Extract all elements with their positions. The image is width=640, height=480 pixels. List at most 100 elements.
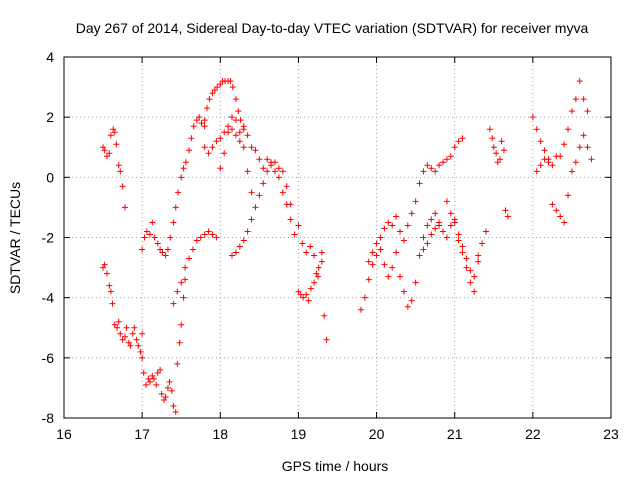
data-point <box>323 336 330 343</box>
data-point <box>436 162 443 169</box>
data-point <box>365 276 372 283</box>
data-point <box>256 156 263 163</box>
data-point <box>186 147 193 154</box>
data-point <box>106 282 113 289</box>
data-point <box>182 276 189 283</box>
data-point <box>381 225 388 232</box>
data-point <box>206 96 213 103</box>
data-point <box>240 144 247 151</box>
data-point <box>146 378 153 385</box>
data-point <box>584 108 591 115</box>
data-point <box>459 243 466 250</box>
data-point <box>235 108 242 115</box>
series-cluster-n <box>486 126 511 220</box>
data-point <box>225 123 232 130</box>
data-point <box>217 135 224 142</box>
data-point <box>149 219 156 226</box>
data-point <box>114 324 121 331</box>
data-point <box>137 348 144 355</box>
data-point <box>214 84 221 91</box>
data-point <box>123 324 130 331</box>
data-point <box>541 156 548 163</box>
data-point <box>204 105 211 112</box>
data-point <box>248 144 255 151</box>
data-point <box>157 246 164 253</box>
data-point <box>115 162 122 169</box>
data-point <box>252 147 259 154</box>
data-point <box>107 288 114 295</box>
data-point <box>236 138 243 145</box>
data-point <box>486 126 493 133</box>
data-point <box>361 294 368 301</box>
data-point <box>479 240 486 247</box>
data-point <box>533 168 540 175</box>
data-point <box>275 165 282 172</box>
data-point <box>307 285 314 292</box>
y-tick-label: -4 <box>42 290 55 306</box>
data-point <box>576 144 583 151</box>
data-point <box>428 216 435 223</box>
data-point <box>117 168 124 175</box>
data-point <box>103 153 110 160</box>
data-point <box>305 297 312 304</box>
data-point <box>404 222 411 229</box>
data-point <box>161 396 168 403</box>
data-point <box>287 201 294 208</box>
y-tick-label: 0 <box>46 169 54 185</box>
y-tick-label: 4 <box>46 49 54 65</box>
data-point <box>463 264 470 271</box>
series-cluster-a <box>100 126 128 211</box>
data-point <box>176 339 183 346</box>
data-point <box>168 387 175 394</box>
data-point <box>529 114 536 121</box>
data-point <box>164 246 171 253</box>
data-point <box>166 378 173 385</box>
data-point <box>275 174 282 181</box>
data-point <box>428 231 435 238</box>
data-point <box>389 264 396 271</box>
data-point <box>439 228 446 235</box>
data-point <box>557 213 564 220</box>
x-tick-label: 20 <box>369 426 385 442</box>
series-cluster-f <box>201 123 325 280</box>
series-cluster-p <box>533 132 595 226</box>
data-point <box>447 222 454 229</box>
data-point <box>377 234 384 241</box>
data-point <box>561 141 568 148</box>
data-point <box>447 153 454 160</box>
data-point <box>145 375 152 382</box>
data-point <box>100 144 107 151</box>
data-point <box>109 300 116 307</box>
data-point <box>307 243 314 250</box>
data-point <box>131 324 138 331</box>
data-point <box>252 204 259 211</box>
data-point <box>101 147 108 154</box>
data-point <box>451 219 458 226</box>
data-points <box>100 78 595 415</box>
data-point <box>365 258 372 265</box>
data-point <box>236 129 243 136</box>
data-point <box>318 249 325 256</box>
data-point <box>377 246 384 253</box>
data-point <box>408 297 415 304</box>
data-point <box>584 144 591 151</box>
data-point <box>373 252 380 259</box>
x-tick-label: 16 <box>56 426 72 442</box>
y-tick-label: -8 <box>42 410 55 426</box>
data-point <box>178 279 185 286</box>
data-point <box>447 210 454 217</box>
data-point <box>287 216 294 223</box>
series-cluster-i <box>295 258 330 343</box>
data-point <box>572 159 579 166</box>
data-point <box>119 336 126 343</box>
data-point <box>471 273 478 280</box>
data-point <box>154 369 161 376</box>
data-point <box>537 138 544 145</box>
chart-title: Day 267 of 2014, Sidereal Day-to-day VTE… <box>76 20 589 36</box>
data-point <box>475 252 482 259</box>
series-cluster-o <box>529 78 591 169</box>
series-cluster-j <box>357 210 443 313</box>
data-point <box>150 375 157 382</box>
data-point <box>443 156 450 163</box>
data-point <box>221 150 228 157</box>
